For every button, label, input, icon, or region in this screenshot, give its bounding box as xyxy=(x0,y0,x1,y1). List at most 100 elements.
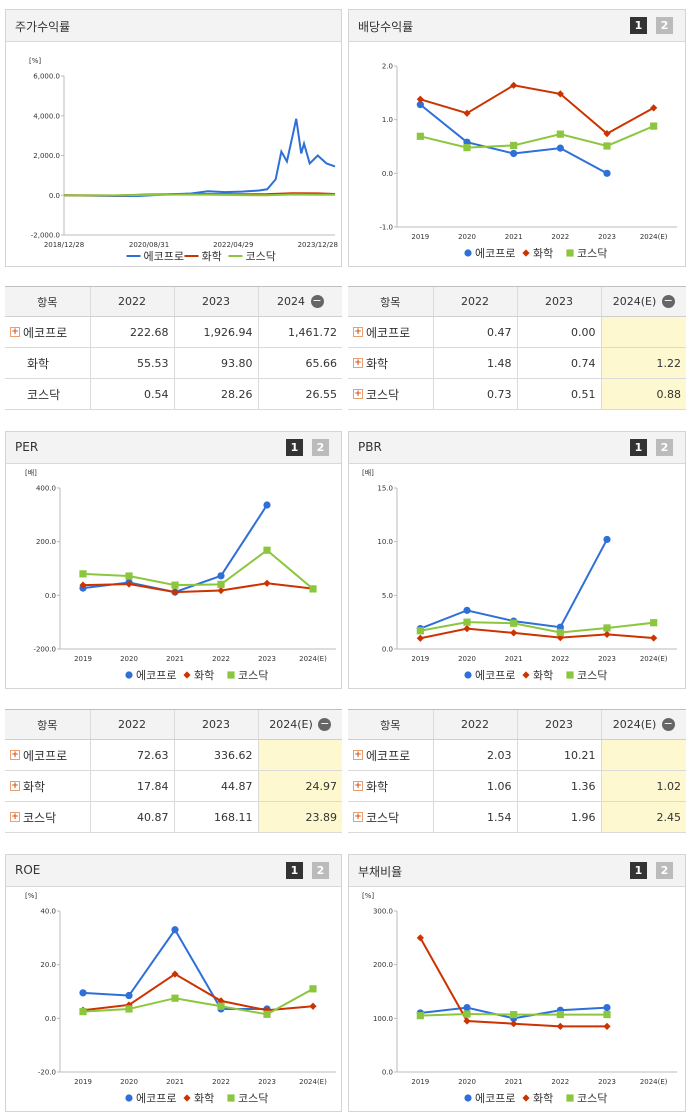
table-row: 화학 55.53 93.80 65.66 xyxy=(5,347,342,379)
cell: 10.21 xyxy=(516,739,601,771)
y-tick-label: 100.0 xyxy=(373,1015,393,1023)
data-point xyxy=(510,1010,518,1019)
page-2-button[interactable]: 2 xyxy=(312,862,329,879)
data-point xyxy=(79,1008,87,1016)
cell: 1,461.72 xyxy=(257,316,342,348)
expand-icon[interactable]: + xyxy=(10,327,20,337)
collapse-icon[interactable]: − xyxy=(661,717,675,732)
row-label: + 에코프로 xyxy=(348,316,433,348)
y-tick-label: 200.0 xyxy=(36,538,56,546)
pbr-table: 항목 2022 2023 2024(E) − + 에코프로 2.03 10.21 … xyxy=(348,709,686,833)
header-2024: 2024 − xyxy=(257,286,342,317)
data-point xyxy=(603,1004,611,1012)
debt-ratio-chart: [%] 300.0 200.0 100.0 0.0 2019 2020 2021 2022 202… xyxy=(362,892,677,1105)
collapse-icon[interactable]: − xyxy=(310,294,324,309)
table-row: + 코스닥 0.73 0.51 0.88 xyxy=(348,378,686,410)
data-point xyxy=(603,624,611,632)
legend-marker xyxy=(183,1094,191,1102)
row-label: + 코스닥 xyxy=(348,378,433,410)
data-point xyxy=(263,1010,271,1018)
row-label: 화학 xyxy=(5,347,90,379)
legend-label: 화학 xyxy=(533,247,553,260)
row-label: + 화학 xyxy=(348,770,433,802)
page-1-button[interactable]: 1 xyxy=(630,439,647,456)
expand-icon[interactable]: + xyxy=(353,750,363,760)
row-label: + 에코프로 xyxy=(348,739,433,771)
header-2024e: 2024(E) − xyxy=(600,709,686,740)
page-1-button[interactable]: 1 xyxy=(630,862,647,879)
legend-marker xyxy=(125,671,133,679)
row-label: + 코스닥 xyxy=(348,801,433,833)
y-unit-label: [배] xyxy=(362,468,374,477)
header-item: 항목 xyxy=(5,286,90,317)
table-row: + 에코프로 72.63 336.62 xyxy=(5,739,342,771)
panel-title: PBR xyxy=(358,440,382,454)
x-tick-label: 2021 xyxy=(505,233,523,241)
data-point xyxy=(263,501,271,509)
expand-icon[interactable]: + xyxy=(353,327,363,337)
cell: 1.96 xyxy=(516,801,601,833)
expand-icon[interactable]: + xyxy=(353,812,363,822)
data-point xyxy=(463,1010,471,1018)
collapse-icon[interactable]: − xyxy=(318,717,332,732)
expand-icon[interactable]: + xyxy=(353,781,363,791)
estimate-cell: 2.45 xyxy=(600,801,686,833)
x-tick-label: 2020 xyxy=(458,233,476,241)
expand-icon[interactable]: + xyxy=(10,781,20,791)
x-tick-label: 2019 xyxy=(74,1078,92,1086)
data-point xyxy=(79,581,87,589)
y-unit-label: [배] xyxy=(25,468,37,477)
pbr-chart: [배]15.0 10.0 5.0 0.0 2019 2020 2021 2022 2023 202… xyxy=(362,468,677,682)
data-point xyxy=(463,625,471,633)
expand-icon[interactable]: + xyxy=(353,389,363,399)
estimate-cell: 1.02 xyxy=(600,770,686,802)
expand-icon[interactable]: + xyxy=(10,812,20,822)
page-1-button[interactable]: 1 xyxy=(286,439,303,456)
page-2-button[interactable]: 2 xyxy=(656,862,673,879)
data-point xyxy=(556,628,564,637)
estimate-cell xyxy=(600,316,686,348)
panel-title: PER xyxy=(15,440,39,454)
x-tick-label: 2020 xyxy=(120,655,138,663)
data-point xyxy=(510,629,518,637)
page-2-button[interactable]: 2 xyxy=(656,17,673,34)
x-tick-label: 2024(E) xyxy=(640,1078,668,1086)
x-tick-label: 2019 xyxy=(74,655,92,663)
cell: 222.68 xyxy=(89,316,174,348)
cell: 0.54 xyxy=(89,378,174,410)
legend-label: 화학 xyxy=(194,669,214,682)
data-point xyxy=(603,142,611,150)
data-point xyxy=(309,1002,317,1010)
collapse-icon[interactable]: − xyxy=(661,294,675,309)
series-line xyxy=(420,627,654,640)
panel-header: 배당수익률 1 2 xyxy=(349,10,685,42)
page-1-button[interactable]: 1 xyxy=(630,17,647,34)
y-unit-label: [%] xyxy=(362,892,374,900)
y-unit-label: [%] xyxy=(29,57,41,65)
panel-header: 부채비율 1 2 xyxy=(349,855,685,887)
estimate-cell: 1.22 xyxy=(600,347,686,379)
y-tick-label: 300.0 xyxy=(373,908,393,916)
page-2-button[interactable]: 2 xyxy=(656,439,673,456)
series-line xyxy=(419,538,608,630)
y-tick-label: -2,000.0 xyxy=(31,232,60,240)
cell: 1.36 xyxy=(516,770,601,802)
expand-icon[interactable]: + xyxy=(10,750,20,760)
data-point xyxy=(603,1010,611,1019)
data-point xyxy=(603,1022,611,1030)
data-point xyxy=(463,606,471,614)
x-tick-label: 2023 xyxy=(258,1078,276,1086)
stock-return-panel: 주가수익률 [%] 6,000.0 4,000.0 2,000.0 0.0 -2,000.… xyxy=(5,9,342,267)
page-2-button[interactable]: 2 xyxy=(312,439,329,456)
expand-icon[interactable]: + xyxy=(353,358,363,368)
table-header: 항목 2022 2023 2024 − xyxy=(5,286,342,317)
dividend-yield-table: 항목 2022 2023 2024(E) − + 에코프로 0.47 0.00 +… xyxy=(348,286,686,410)
x-tick-label: 2022 xyxy=(212,655,230,663)
data-point xyxy=(603,130,611,138)
x-tick-label: 2024(E) xyxy=(299,655,327,663)
data-point xyxy=(416,1012,424,1020)
stock-return-table: 항목 2022 2023 2024 − + 에코프로 222.68 1,926.9… xyxy=(5,286,342,410)
page-1-button[interactable]: 1 xyxy=(286,862,303,879)
header-2022: 2022 xyxy=(432,286,517,317)
estimate-cell: 23.89 xyxy=(257,801,342,833)
